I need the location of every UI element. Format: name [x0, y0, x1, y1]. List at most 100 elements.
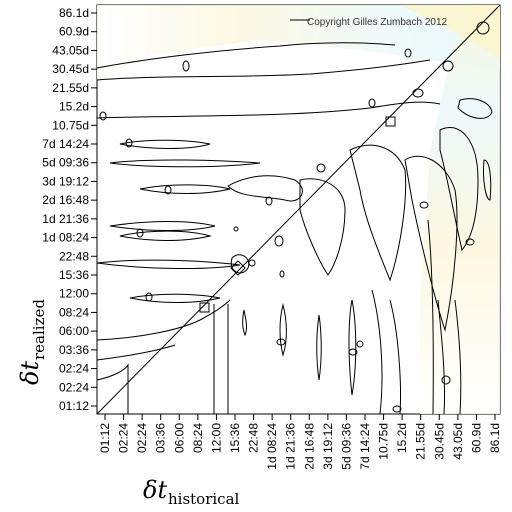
contour-line — [316, 314, 322, 381]
x-tick-label: 01:12 — [98, 423, 112, 453]
y-tick-label: 30.45d — [52, 62, 89, 76]
contour-line — [129, 293, 221, 303]
contour-mark — [279, 270, 285, 278]
y-tick-label: 01:12 — [59, 399, 89, 413]
contour-line — [96, 42, 396, 69]
x-axis-title: δt historical — [143, 476, 240, 508]
x-axis: 01:12 02:24 02:24 03:36 06:00 08:24 12:00 15:36… — [98, 414, 502, 470]
y-axis-title: δt realized — [16, 299, 48, 385]
y-axis: 01:12 02:24 02:24 03:36 06:00 08:24 12:00 15:36… — [42, 6, 97, 413]
contour-line — [483, 159, 492, 201]
y-tick-label: 5d 09:36 — [42, 156, 89, 170]
contour-line — [227, 175, 303, 202]
shade-right-band — [420, 5, 500, 414]
x-tick-label: 5d 09:36 — [339, 423, 353, 470]
contour-line — [230, 254, 250, 274]
contour-mark — [182, 60, 190, 72]
contour-mark — [265, 196, 273, 206]
x-tick-label: 3d 19:12 — [321, 423, 335, 470]
x-tick-label: 10.75d — [377, 423, 391, 460]
contour-line — [279, 303, 287, 357]
contour-mark — [136, 228, 144, 238]
y-tick-label: 12:00 — [59, 287, 89, 301]
contour-mark — [248, 259, 256, 267]
x-tick-label: 43.05d — [451, 423, 465, 460]
contour-line — [109, 221, 216, 231]
contour-line — [242, 309, 248, 337]
contour-mark — [385, 116, 396, 127]
diagonal-line — [96, 4, 501, 415]
x-tick-label: 60.9d — [469, 423, 483, 453]
contour-lines — [96, 19, 493, 415]
contour-mark — [199, 302, 210, 313]
x-tick-label: 02:24 — [117, 423, 131, 453]
y-tick-label: 60.9d — [59, 25, 89, 39]
contour-line — [404, 155, 458, 332]
x-tick-label: 1d 21:36 — [284, 423, 298, 470]
contour-mark — [368, 98, 376, 108]
x-tick-label: 06:00 — [172, 423, 186, 453]
y-axis-symbol: δt — [16, 361, 44, 385]
contour-mark — [99, 111, 107, 121]
contour-mark — [316, 163, 326, 173]
y-tick-label: 03:36 — [59, 343, 89, 357]
y-tick-label: 15.2d — [59, 100, 89, 114]
x-tick-label: 21.55d — [414, 423, 428, 460]
x-tick-label: 02:24 — [135, 423, 149, 453]
contour-mark — [233, 226, 239, 232]
x-tick-label: 08:24 — [191, 423, 205, 453]
y-tick-label: 08:24 — [59, 305, 89, 319]
contour-mark — [404, 48, 412, 58]
y-tick-label: 1d 08:24 — [42, 231, 89, 245]
y-tick-label: 22:48 — [59, 249, 89, 263]
shade-corner — [400, 5, 500, 60]
contour-line — [96, 344, 176, 361]
contour-line — [427, 219, 434, 415]
y-tick-label: 2d 16:48 — [42, 193, 89, 207]
contour-line — [139, 184, 231, 194]
y-tick-label: 02:24 — [59, 380, 89, 394]
x-axis-symbol: δt — [143, 476, 167, 504]
contour-mark — [230, 260, 246, 276]
contour-mark — [276, 338, 286, 346]
contour-mark — [392, 405, 402, 413]
x-tick-label: 15:36 — [228, 423, 242, 453]
contour-mark — [348, 348, 358, 356]
contour-line — [371, 289, 383, 415]
contour-line — [109, 159, 261, 168]
y-tick-label: 86.1d — [59, 6, 89, 20]
x-tick-label: 12:00 — [209, 423, 223, 453]
contour-mark — [125, 138, 133, 148]
y-tick-label: 1d 21:36 — [42, 212, 89, 226]
contour-mark — [274, 235, 284, 247]
contour-line — [299, 178, 346, 276]
contour-mark — [164, 185, 172, 195]
y-tick-label: 7d 14:24 — [42, 137, 89, 151]
contour-line — [96, 363, 129, 414]
y-axis-subscript: realized — [30, 299, 48, 360]
contour-line — [96, 299, 231, 341]
y-tick-label: 43.05d — [52, 43, 89, 57]
x-tick-label: 15.2d — [395, 423, 409, 453]
contour-mark — [356, 340, 364, 348]
y-tick-label: 10.75d — [52, 118, 89, 132]
contour-mark — [441, 375, 451, 385]
contour-mark — [419, 201, 429, 209]
contour-line — [96, 101, 441, 119]
y-tick-label: 15:36 — [59, 268, 89, 282]
y-tick-label: 21.55d — [52, 81, 89, 95]
contour-line — [96, 59, 431, 81]
x-tick-label: 03:36 — [154, 423, 168, 453]
contour-mark — [145, 292, 153, 302]
contour-line — [96, 259, 241, 270]
contour-line — [348, 299, 357, 396]
x-tick-label: 7d 14:24 — [358, 423, 372, 470]
x-tick-label: 1d 08:24 — [265, 423, 279, 470]
contour-line — [439, 127, 479, 252]
x-tick-label: 30.45d — [432, 423, 446, 460]
contour-mark — [442, 60, 454, 72]
x-tick-label: 22:48 — [247, 423, 261, 453]
copyright-text: Copyright Gilles Zumbach 2012 — [307, 17, 448, 28]
y-tick-label: 06:00 — [59, 324, 89, 338]
